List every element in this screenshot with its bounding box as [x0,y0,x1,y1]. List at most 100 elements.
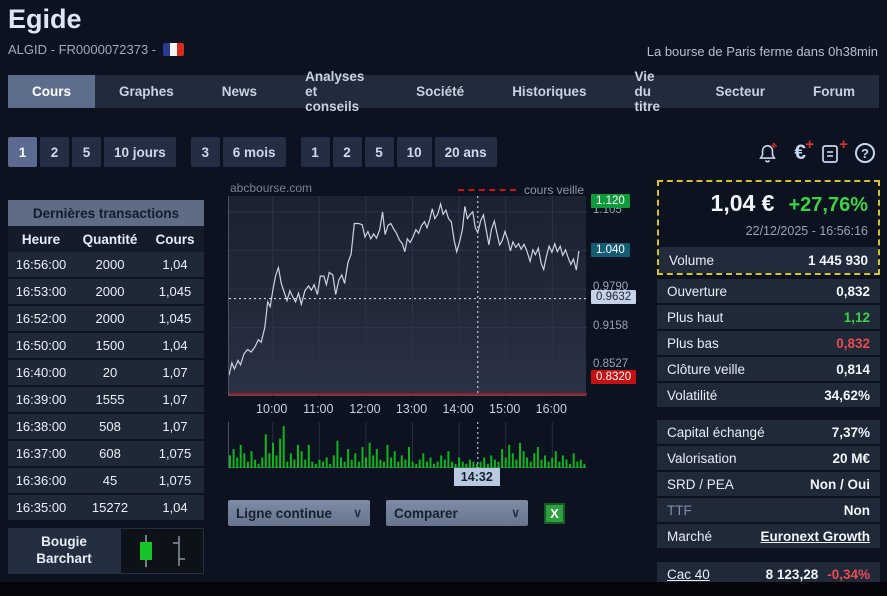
transactions-columns: Heure Quantité Cours [8,226,204,252]
nav-tab-cours[interactable]: Cours [8,75,96,108]
cac40-change: -0,34% [827,566,870,582]
nav-tab-historiques[interactable]: Historiques [512,84,587,99]
page-title: Egide [8,4,82,34]
quote-panel: 1,04 € +27,76% 22/12/2025 - 16:56:16 Vol… [657,180,880,586]
add-currency-icon[interactable]: € + [794,136,814,164]
stat-row-march: Marché Euronext Growth [657,524,880,548]
cac40-value: 8 123,28 [765,566,819,582]
main-nav: Cours Graphes News Analyses et conseils Soci… [8,69,879,114]
cac40-link[interactable]: Cac 40 [667,566,710,582]
period-button-6-mois[interactable]: 6 mois [222,137,286,167]
period-button-5[interactable]: 5 [72,137,101,167]
period-button-10-jours[interactable]: 10 jours [104,137,176,167]
price-highlight-box: 1,04 € +27,76% 22/12/2025 - 16:56:16 Vol… [657,180,880,275]
period-button-10[interactable]: 10 [396,137,432,167]
candlestick-icon[interactable] [137,533,155,569]
price-label-tick: 0.9158 [593,319,629,332]
price-label-tick: 0.8527 [593,358,629,371]
chevron-down-icon: ∨ [511,506,520,520]
table-row: 16:37:00 608 1,075 [8,441,204,466]
last-transactions-panel: Dernières transactions Heure Quantité Cour… [8,200,204,574]
price-axis: 1.120 1.105 1.040 0.9790 0.9632 0.9158 0.8527 0… [589,193,642,396]
volume-chart[interactable] [228,422,586,468]
alert-bell-icon[interactable] [756,142,779,165]
period-button-20-ans[interactable]: 20 ans [434,137,497,167]
line-style-select[interactable]: Ligne continue ∨ [228,500,370,526]
help-icon[interactable]: ? [855,143,875,163]
market-status: La bourse de Paris ferme dans 0h38min [646,44,878,59]
stat-row-plus-bas: Plus bas 0,832 [657,331,880,355]
nav-tab-soci-t[interactable]: Société [416,84,465,99]
stat-row-capital-chang: Capital échangé 7,37% [657,420,880,444]
chart-area: abcbourse.com cours veille 1.120 1.105 1.0… [228,180,642,580]
stat-row-srd-pea: SRD / PEA Non / Oui [657,472,880,496]
period-button-5[interactable]: 5 [364,137,394,167]
link-euronext-growth[interactable]: Euronext Growth [760,528,870,544]
stat-row-ouverture: Ouverture 0,832 [657,279,880,303]
price-label-cursor: 0.9632 [591,289,637,304]
table-row: 16:40:00 20 1,07 [8,360,204,385]
last-price: 1,04 € [710,190,775,216]
stat-row-valorisation: Valorisation 20 M€ [657,446,880,470]
stock-identifiers: ALGID - FR0000072373 - [8,42,185,57]
time-label: 11:00 [303,402,334,416]
barchart-icon[interactable] [171,533,187,569]
price-chart[interactable] [228,196,587,396]
crosshair-time-label: 14:32 [453,468,500,486]
period-group-0: 1 2 5 10 jours [8,137,176,167]
nav-tab-vie-du-titre[interactable]: Vie du titre [634,69,660,114]
period-button-3[interactable]: 3 [190,137,220,167]
table-row: 16:36:00 45 1,075 [8,468,204,493]
france-flag-icon [163,43,185,56]
compare-select[interactable]: Comparer ∨ [386,500,528,526]
transactions-rows: 16:56:00 2000 1,04 16:53:00 2000 1,045 16:52:0… [8,252,204,520]
table-row: 16:38:00 508 1,07 [8,414,204,439]
period-toolbar: 1 2 5 10 jours 3 6 mois 1 2 5 10 20 ans [8,137,497,167]
day-stats: Ouverture 0,832 Plus haut 1,12 Plus bas 0,832… [657,279,880,407]
add-note-icon[interactable]: + [821,136,848,164]
transactions-title: Dernières transactions [8,200,204,226]
column-header-cours: Cours [155,231,195,247]
table-row: 16:35:00 15272 1,04 [8,495,204,520]
time-label: 16:00 [535,402,567,416]
chart-controls: Ligne continue ∨ Comparer ∨ X [228,500,565,526]
isin-label: ALGID - FR0000072373 - [8,42,157,57]
column-header-heure: Heure [21,231,61,247]
price-label-high: 1.120 [591,193,630,208]
period-button-2[interactable]: 2 [332,137,362,167]
nav-tab-forum[interactable]: Forum [813,84,855,99]
footer-strip [0,582,887,596]
nav-tab-analyses-et-conseils[interactable]: Analyses et conseils [305,69,365,114]
nav-tab-graphes[interactable]: Graphes [119,84,174,99]
chart-style-labels[interactable]: Bougie Barchart [8,528,120,574]
table-row: 16:56:00 2000 1,04 [8,252,204,277]
security-stats: Capital échangé 7,37% Valorisation 20 M€ SRD… [657,420,880,548]
nav-tab-secteur[interactable]: Secteur [715,84,765,99]
period-button-2[interactable]: 2 [40,137,69,167]
period-button-1[interactable]: 1 [300,137,330,167]
time-label: 14:00 [442,402,474,416]
column-header-quantit: Quantité [82,231,138,247]
price-change: +27,76% [788,194,868,216]
watermark: abcbourse.com [230,181,313,195]
chevron-down-icon: ∨ [353,506,362,520]
time-label: 12:00 [349,402,381,416]
red-dashed-line [457,189,516,191]
table-row: 16:50:00 1500 1,04 [8,333,204,358]
table-row: 16:53:00 2000 1,045 [8,279,204,304]
time-axis: 10:00 11:00 12:00 13:00 14:00 15:00 16:00 [228,402,586,418]
nav-tab-news[interactable]: News [221,84,258,99]
stat-row-volatilit: Volatilité 34,62% [657,383,880,407]
chart-style-selector: Bougie Barchart [8,528,204,574]
volume-row: Volume 1 445 930 [659,247,878,273]
price-label-low: 0.8320 [591,369,637,384]
time-label: 13:00 [395,402,428,416]
period-button-1[interactable]: 1 [8,137,37,167]
stat-row-plus-haut: Plus haut 1,12 [657,305,880,329]
quote-datetime: 22/12/2025 - 16:56:16 [745,224,868,238]
stat-row-cl-ture-veille: Clôture veille 0,814 [657,357,880,381]
time-label: 10:00 [256,402,288,416]
excel-export-icon[interactable]: X [544,502,565,524]
